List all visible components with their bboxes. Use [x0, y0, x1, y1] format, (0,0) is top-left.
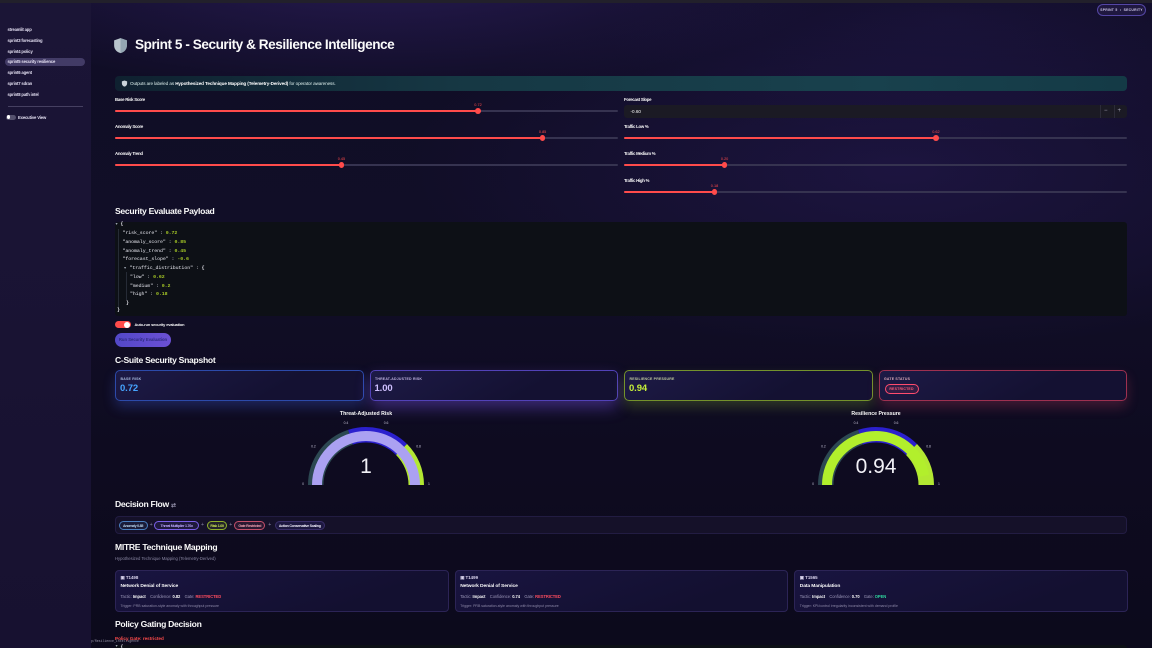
svg-text:0.4: 0.4: [854, 421, 859, 425]
svg-text:0.6: 0.6: [894, 421, 899, 425]
svg-text:0.6: 0.6: [384, 421, 389, 425]
svg-text:0: 0: [812, 482, 814, 486]
svg-text:0.4: 0.4: [344, 421, 349, 425]
svg-text:0.2: 0.2: [311, 445, 316, 449]
svg-text:0.8: 0.8: [416, 445, 421, 449]
svg-text:0.8: 0.8: [926, 445, 931, 449]
svg-text:1: 1: [938, 482, 940, 486]
svg-text:1: 1: [428, 482, 430, 486]
svg-text:0.2: 0.2: [821, 445, 826, 449]
svg-text:0: 0: [302, 482, 304, 486]
